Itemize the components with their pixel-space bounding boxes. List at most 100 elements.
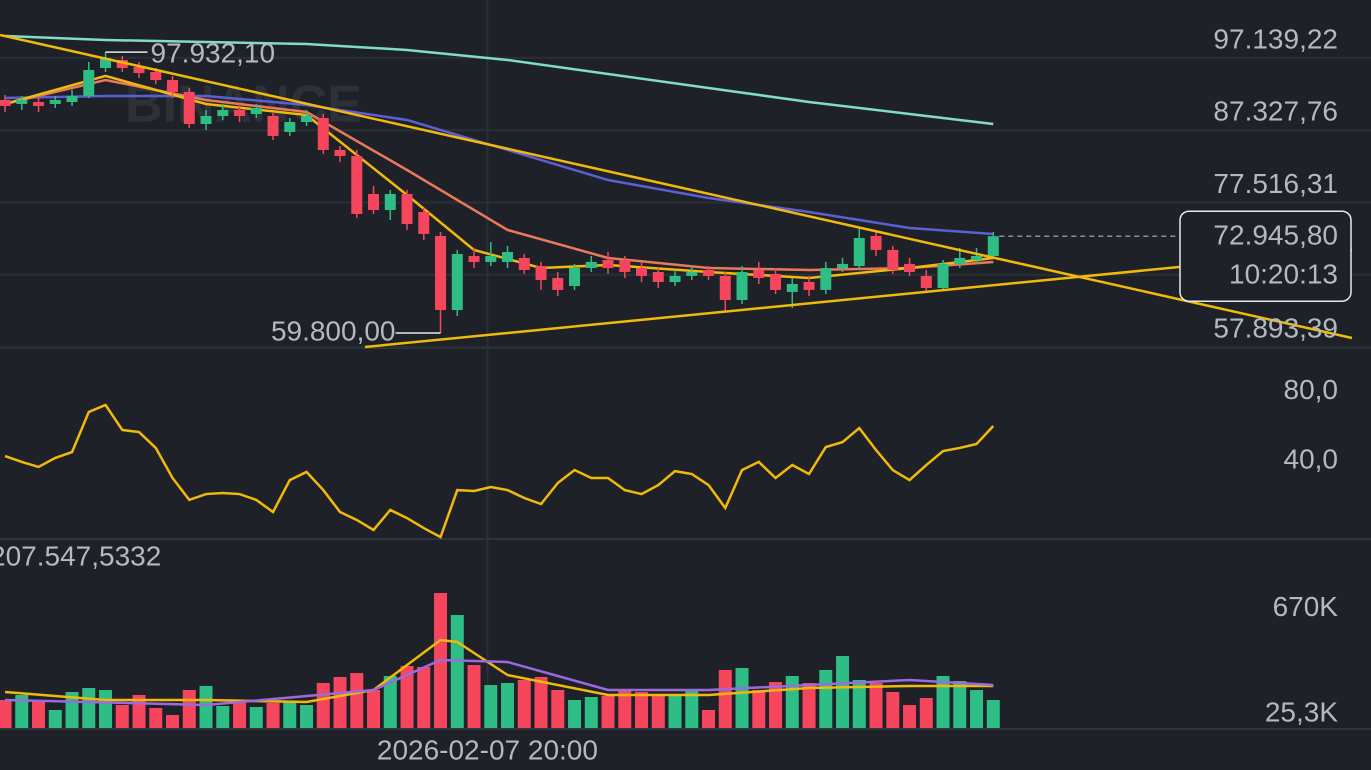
annotation-label: 97.932,10 — [151, 37, 276, 68]
volume-bar — [0, 699, 12, 728]
volume-bar — [149, 708, 163, 728]
x-tick-label: 2026-02-07 20:00 — [377, 734, 598, 765]
candle-body — [535, 266, 547, 280]
candle-body — [987, 236, 999, 256]
y-tick-label: 80,0 — [1284, 374, 1339, 405]
candle-body — [686, 271, 698, 276]
volume-bar — [166, 715, 180, 728]
volume-bar — [618, 690, 632, 728]
trend-line — [0, 33, 1353, 340]
volume-bar — [635, 692, 649, 728]
label-layer: 97.139,2287.327,7677.516,3167.704,8557.8… — [0, 23, 1352, 765]
volume-bar — [836, 656, 850, 728]
candle-body — [301, 115, 313, 123]
candle-body — [284, 122, 296, 132]
candle-body — [636, 267, 648, 276]
annotation-label: 59.800,00 — [271, 315, 396, 346]
candle-body — [100, 57, 112, 69]
moving-average — [4, 34, 994, 126]
y-tick-label: 40,0 — [1284, 443, 1339, 474]
volume-bar — [266, 703, 280, 728]
volume-bar — [367, 690, 381, 728]
candle-body — [585, 261, 597, 268]
candle-body — [133, 66, 145, 74]
moving-average — [4, 658, 994, 707]
volume-bar — [417, 667, 431, 728]
volume-bar — [869, 682, 883, 728]
candle-body — [401, 194, 413, 224]
candle-body — [853, 238, 865, 266]
y-tick-label: 87.327,76 — [1213, 96, 1338, 127]
candle-body — [16, 99, 28, 104]
volume-bar — [584, 697, 598, 728]
volume-bar — [852, 680, 866, 728]
candle-body — [334, 149, 346, 156]
candle-body — [267, 115, 279, 136]
volume-bar — [400, 665, 414, 728]
candle-body — [451, 253, 463, 310]
candle-body — [786, 283, 798, 292]
candle-body — [937, 263, 949, 288]
volume-bar — [953, 681, 967, 728]
volume-bar — [903, 704, 917, 728]
volume-bar — [216, 705, 230, 728]
volume-bar — [383, 675, 397, 728]
candle-body — [837, 263, 849, 268]
candle-body — [619, 259, 631, 272]
candle-body — [770, 273, 782, 290]
volume-bar — [300, 704, 314, 728]
volume-bar — [886, 692, 900, 728]
volume-bar — [601, 696, 615, 728]
volume-bar — [350, 673, 364, 728]
candle-body — [200, 115, 212, 125]
volume-bar — [685, 690, 699, 728]
candle-body — [384, 194, 396, 210]
volume-bar — [702, 710, 716, 728]
volume-bar — [182, 690, 196, 728]
candle-body — [719, 275, 731, 300]
volume-bar — [501, 682, 515, 728]
candle-body — [183, 91, 195, 125]
candle-body — [870, 235, 882, 250]
candle-body — [167, 80, 179, 92]
candle-body — [66, 96, 78, 102]
indicator-line — [4, 403, 995, 539]
volume-bar — [551, 690, 565, 728]
volume-bar — [668, 694, 682, 728]
candle-body — [485, 255, 497, 262]
candle-body — [217, 110, 229, 116]
volume-bar — [517, 680, 531, 728]
candle-body — [33, 101, 45, 106]
moving-average — [4, 638, 994, 704]
volume-bar — [769, 681, 783, 728]
candle-body — [351, 155, 363, 214]
candle-body — [0, 99, 11, 106]
volume-bar — [333, 676, 347, 728]
volume-bar — [919, 698, 933, 728]
candle-body — [317, 117, 329, 150]
volume-bar — [718, 669, 732, 728]
candle-body — [887, 249, 899, 270]
volume-bar — [735, 668, 749, 728]
y-tick-label: 77.516,31 — [1213, 168, 1338, 199]
plot-layer — [0, 34, 1000, 728]
volume-bar — [651, 696, 665, 728]
y-tick-label: 670K — [1273, 591, 1339, 622]
candle-body — [368, 194, 380, 210]
volume-bar — [970, 690, 984, 728]
volume-bar — [752, 690, 766, 728]
candle-body — [820, 267, 832, 290]
volume-bar — [249, 706, 263, 728]
candle-body — [150, 71, 162, 81]
y-tick-label: 57.893,39 — [1213, 312, 1338, 343]
candle-body — [703, 269, 715, 276]
volume-bar — [115, 704, 129, 728]
candle-body — [49, 99, 61, 104]
volume-bar — [802, 682, 816, 728]
volume-bar — [785, 675, 799, 728]
candle-body — [652, 271, 664, 282]
candle-body — [234, 110, 246, 116]
